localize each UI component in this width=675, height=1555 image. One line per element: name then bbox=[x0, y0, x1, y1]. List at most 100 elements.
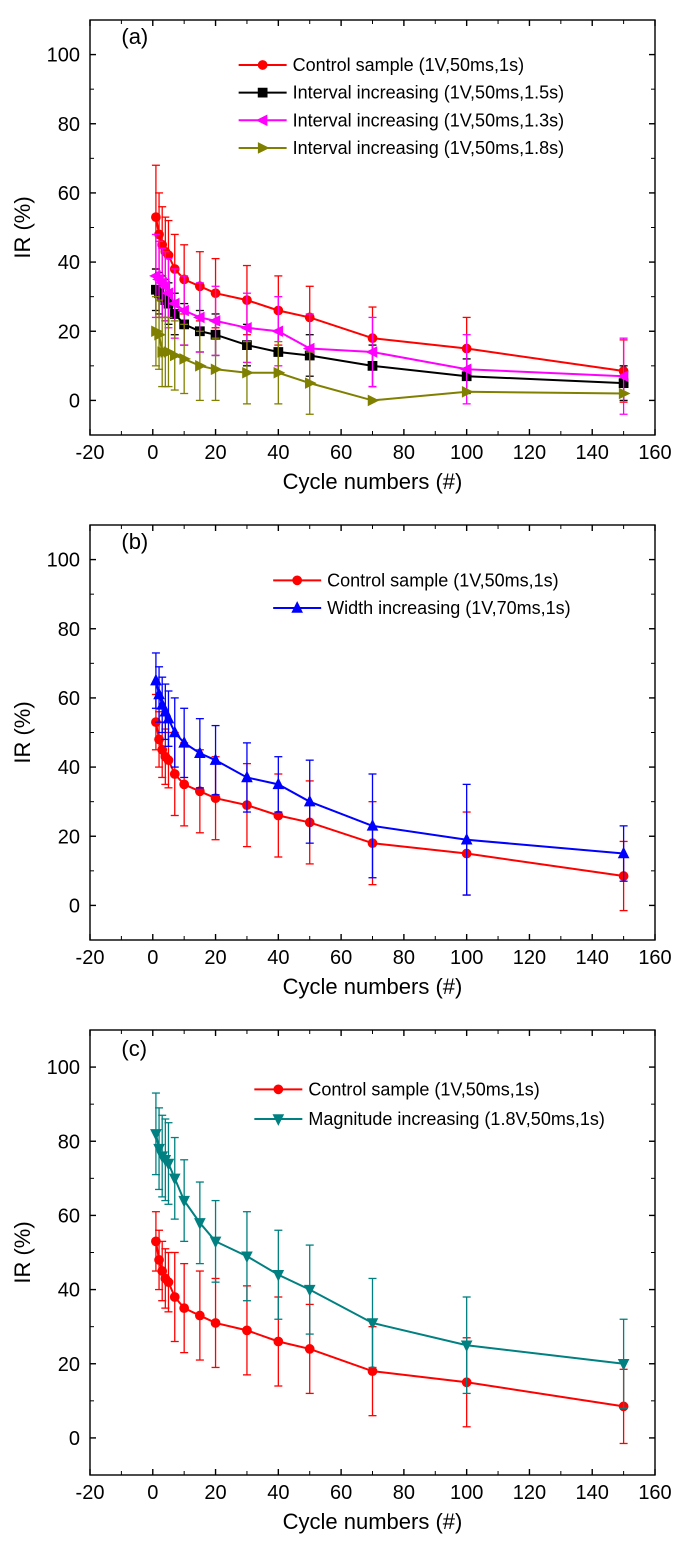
xtick-label: 40 bbox=[267, 947, 289, 969]
subplot-label: (b) bbox=[121, 529, 148, 554]
ylabel: IR (%) bbox=[10, 196, 35, 258]
series-line bbox=[156, 1134, 624, 1364]
series-marker bbox=[211, 1319, 220, 1328]
series-marker bbox=[243, 1326, 252, 1335]
xtick-label: 100 bbox=[450, 1482, 483, 1504]
xtick-label: 80 bbox=[393, 442, 415, 464]
panel-b: -20020406080100120140160020406080100Cycl… bbox=[0, 505, 675, 1010]
xlabel: Cycle numbers (#) bbox=[283, 469, 463, 494]
series-marker bbox=[170, 1174, 180, 1184]
xtick-label: 140 bbox=[576, 947, 609, 969]
ylabel: IR (%) bbox=[10, 1221, 35, 1283]
ytick-label: 0 bbox=[69, 390, 80, 412]
series-marker bbox=[367, 347, 377, 357]
series-marker bbox=[155, 1256, 164, 1265]
xtick-label: -20 bbox=[76, 1482, 105, 1504]
xtick-label: 120 bbox=[513, 442, 546, 464]
series-marker bbox=[180, 354, 190, 364]
series-marker bbox=[211, 364, 221, 374]
xtick-label: 100 bbox=[450, 442, 483, 464]
series-marker bbox=[170, 1293, 179, 1302]
ytick-label: 100 bbox=[47, 550, 80, 572]
series-line bbox=[156, 681, 624, 854]
panel-c: -20020406080100120140160020406080100Cycl… bbox=[0, 1010, 675, 1555]
xtick-label: 0 bbox=[147, 947, 158, 969]
series-marker bbox=[619, 389, 629, 399]
panel-a-wrap: -20020406080100120140160020406080100Cycl… bbox=[0, 0, 675, 505]
legend-label: Control sample (1V,50ms,1s) bbox=[308, 1079, 539, 1099]
ytick-label: 20 bbox=[58, 321, 80, 343]
legend-label: Interval increasing (1V,50ms,1.8s) bbox=[293, 138, 564, 158]
series-marker bbox=[462, 387, 472, 397]
xtick-label: 120 bbox=[513, 1482, 546, 1504]
xtick-label: -20 bbox=[76, 947, 105, 969]
figure: -20 0 20 40 60 80 100 120 140 160 0 20 40 60 80 100 Cycl… bbox=[0, 0, 675, 1555]
legend-label: Width increasing (1V,70ms,1s) bbox=[327, 598, 570, 618]
ytick-label: 100 bbox=[47, 45, 80, 67]
series-marker bbox=[210, 316, 220, 326]
ytick-label: 60 bbox=[58, 1205, 80, 1227]
xtick-label: 40 bbox=[267, 1482, 289, 1504]
xtick-label: 0 bbox=[147, 442, 158, 464]
ytick-label: 40 bbox=[58, 757, 80, 779]
subplot-label: (a) bbox=[121, 24, 148, 49]
xtick-label: 160 bbox=[638, 442, 671, 464]
ytick-label: 60 bbox=[58, 183, 80, 205]
xtick-label: 0 bbox=[147, 1482, 158, 1504]
ytick-label: 20 bbox=[58, 1354, 80, 1376]
panel-b-wrap: -20020406080100120140160020406080100Cycl… bbox=[0, 505, 675, 1010]
series-marker bbox=[274, 1337, 283, 1346]
xtick-label: 160 bbox=[638, 947, 671, 969]
xtick-label: 20 bbox=[204, 442, 226, 464]
xtick-label: 140 bbox=[576, 1482, 609, 1504]
series-marker bbox=[180, 1304, 189, 1313]
ytick-label: 60 bbox=[58, 688, 80, 710]
series-marker bbox=[196, 361, 206, 371]
legend-label: Control sample (1V,50ms,1s) bbox=[327, 570, 558, 590]
series-marker bbox=[273, 326, 283, 336]
legend-label: Interval increasing (1V,50ms,1.5s) bbox=[293, 83, 564, 103]
series-marker bbox=[180, 780, 189, 789]
xtick-label: 100 bbox=[450, 947, 483, 969]
series-line bbox=[156, 722, 624, 876]
series-marker bbox=[152, 1237, 161, 1246]
series-marker bbox=[195, 748, 205, 758]
series-marker bbox=[170, 770, 179, 779]
series-marker bbox=[170, 727, 180, 737]
ylabel: IR (%) bbox=[10, 701, 35, 763]
panel-a: -20020406080100120140160020406080100Cycl… bbox=[0, 0, 675, 505]
xtick-label: 60 bbox=[330, 947, 352, 969]
xtick-label: 140 bbox=[576, 442, 609, 464]
ytick-label: 0 bbox=[69, 1428, 80, 1450]
series-marker bbox=[619, 1360, 629, 1370]
series-marker bbox=[242, 1252, 252, 1262]
legend-label: Control sample (1V,50ms,1s) bbox=[293, 55, 524, 75]
xtick-label: 80 bbox=[393, 947, 415, 969]
series-marker bbox=[195, 1311, 204, 1320]
series-marker bbox=[164, 756, 173, 765]
series-line bbox=[156, 217, 624, 371]
series-marker bbox=[243, 368, 253, 378]
ytick-label: 80 bbox=[58, 1131, 80, 1153]
ytick-label: 80 bbox=[58, 619, 80, 641]
xtick-label: 160 bbox=[638, 1482, 671, 1504]
subplot-label: (c) bbox=[121, 1036, 147, 1061]
series-line bbox=[156, 290, 624, 383]
panel-c-wrap: -20020406080100120140160020406080100Cycl… bbox=[0, 1010, 675, 1555]
series-marker bbox=[171, 350, 181, 360]
series-marker bbox=[164, 1278, 173, 1287]
xlabel: Cycle numbers (#) bbox=[283, 974, 463, 999]
xtick-label: -20 bbox=[76, 442, 105, 464]
ytick-label: 0 bbox=[69, 895, 80, 917]
ytick-label: 20 bbox=[58, 826, 80, 848]
series-line bbox=[156, 1241, 624, 1406]
legend-label: Magnitude increasing (1.8V,50ms,1s) bbox=[308, 1109, 605, 1129]
series-marker bbox=[305, 796, 315, 806]
legend-label: Interval increasing (1V,50ms,1.3s) bbox=[293, 110, 564, 130]
series-marker bbox=[242, 772, 252, 782]
series-line bbox=[156, 331, 624, 400]
series-marker bbox=[305, 378, 315, 388]
xtick-label: 20 bbox=[204, 1482, 226, 1504]
ytick-label: 100 bbox=[47, 1057, 80, 1079]
ytick-label: 40 bbox=[58, 1280, 80, 1302]
